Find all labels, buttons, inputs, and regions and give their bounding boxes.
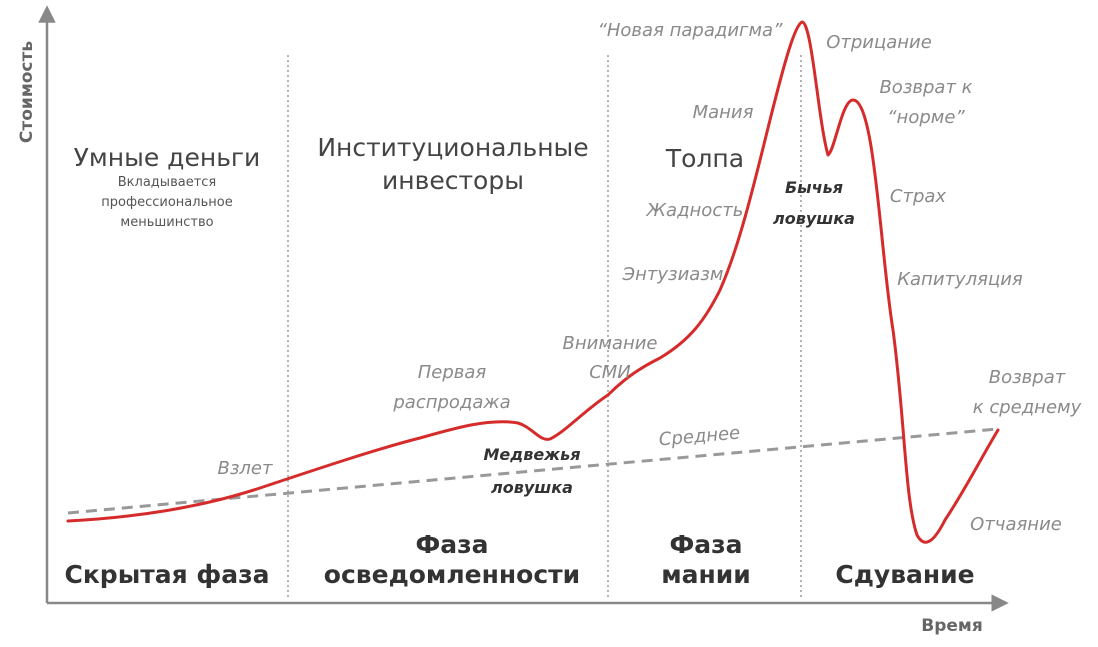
phase-stealth: Скрытая фаза — [64, 560, 269, 589]
mean-line — [67, 427, 999, 515]
label-bear-trap-2: ловушка — [491, 478, 573, 497]
label-mean: Среднее — [658, 423, 741, 451]
group-smart-money-sub-2: профессиональное — [101, 195, 232, 210]
y-axis-label: Стоимость — [17, 41, 37, 143]
group-crowd: Толпа — [665, 144, 744, 173]
label-takeoff: Взлет — [218, 458, 273, 479]
label-return-normal-2: “норме” — [887, 107, 965, 128]
phase-mania-1: Фаза — [669, 530, 742, 559]
group-institutional-1: Институциональные — [317, 133, 588, 162]
group-smart-money-sub-1: Вкладывается — [118, 175, 216, 190]
phase-blowoff: Сдувание — [835, 560, 974, 589]
label-fear: Страх — [890, 186, 947, 207]
phase-awareness-2: осведомленности — [324, 560, 580, 589]
label-despair: Отчаяние — [970, 514, 1062, 535]
x-axis-label: Время — [921, 616, 982, 636]
group-smart-money: Умные деньги — [74, 143, 261, 172]
label-return-mean-2: к среднему — [973, 397, 1082, 418]
group-institutional-2: инвесторы — [382, 166, 524, 195]
label-mania: Мания — [693, 102, 754, 123]
label-capitulation: Капитуляция — [897, 269, 1023, 290]
label-media-2: СМИ — [589, 362, 631, 383]
label-media-1: Внимание — [563, 333, 658, 354]
label-bear-trap-1: Медвежья — [484, 445, 581, 464]
label-enthusiasm: Энтузиазм — [622, 264, 724, 285]
label-greed: Жадность — [646, 200, 744, 221]
group-smart-money-sub-3: меньшинство — [120, 215, 213, 230]
label-new-paradigm: “Новая парадигма” — [598, 20, 784, 41]
label-bull-trap-2: ловушка — [773, 209, 855, 228]
label-denial: Отрицание — [826, 32, 932, 53]
label-first-selloff-1: Первая — [418, 362, 487, 383]
phase-mania-2: мании — [661, 560, 751, 589]
label-return-mean-1: Возврат — [989, 367, 1066, 388]
label-return-normal-1: Возврат к — [879, 77, 972, 98]
phase-awareness-1: Фаза — [415, 530, 488, 559]
label-first-selloff-2: распродажа — [392, 392, 510, 413]
price-curve — [66, 20, 1000, 544]
label-bull-trap-1: Бычья — [785, 178, 843, 197]
